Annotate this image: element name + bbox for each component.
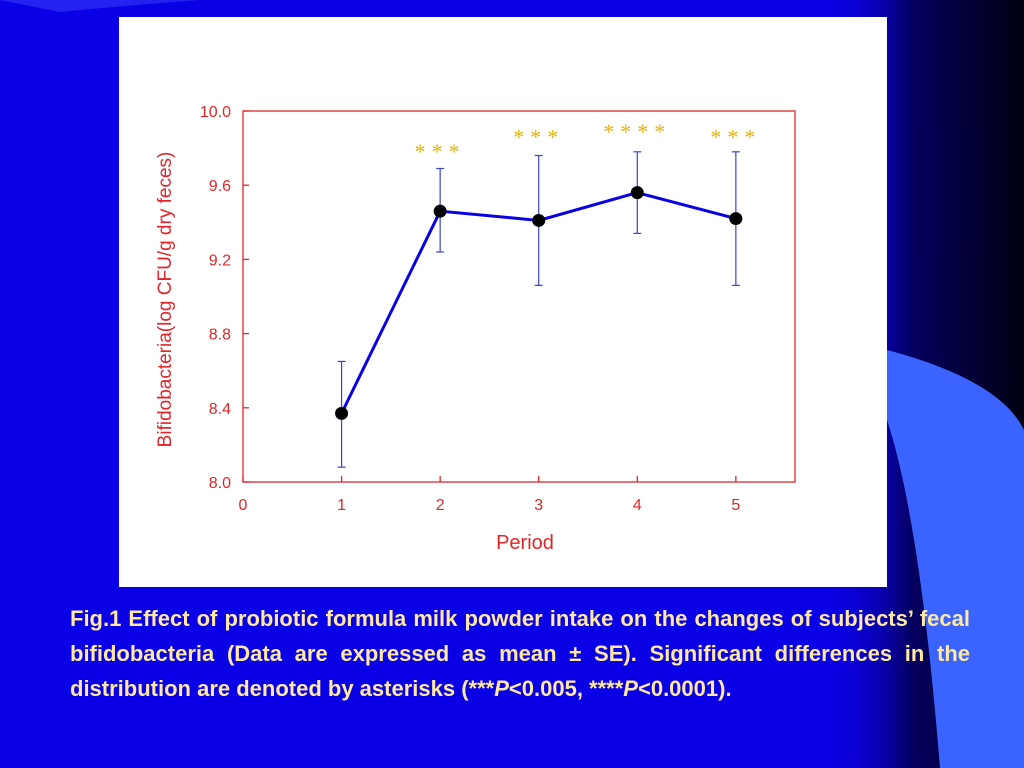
data-point (532, 213, 546, 227)
caption-part2: <0.005, **** (508, 676, 624, 701)
significance-asterisks: **** (603, 119, 671, 144)
chart-card: 8.0 8.4 8.8 9.2 9.6 10.0 0 1 2 3 4 5 Period Bifidobac… (119, 17, 887, 587)
y-tick-label: 8.8 (209, 327, 231, 344)
x-tick-label: 3 (534, 497, 543, 514)
x-tick-label: 2 (436, 497, 445, 514)
caption-p-symbol-1: P (494, 676, 509, 701)
data-point (335, 406, 349, 420)
x-tick-label: 0 (239, 497, 248, 514)
data-point (433, 204, 447, 218)
figure-caption: Fig.1 Effect of probiotic formula milk p… (70, 601, 970, 706)
significance-asterisks: *** (415, 139, 466, 164)
y-tick-label: 8.0 (209, 475, 231, 492)
plot-frame (242, 110, 796, 483)
caption-part1: Fig.1 Effect of probiotic formula milk p… (70, 606, 970, 701)
significance-asterisks: *** (513, 124, 564, 149)
caption-p-symbol-2: P (623, 676, 638, 701)
x-tick-label: 5 (731, 497, 740, 514)
significance-asterisks: *** (710, 124, 761, 149)
x-tick-label: 1 (337, 497, 346, 514)
y-tick-label: 8.4 (209, 401, 231, 418)
y-tick-label: 10.0 (200, 104, 231, 121)
caption-part3: <0.0001). (637, 676, 732, 701)
decorative-swoosh (0, 0, 200, 12)
y-axis-title: Bifidobacteria(log CFU/g dry feces) (155, 152, 176, 448)
x-tick-label: 4 (633, 497, 642, 514)
decorative-blue-shape (887, 350, 1024, 768)
data-point (729, 212, 743, 226)
y-tick-label: 9.6 (209, 178, 231, 195)
data-point (630, 186, 644, 200)
chart-svg: 8.0 8.4 8.8 9.2 9.6 10.0 0 1 2 3 4 5 Period Bifidobac… (155, 104, 796, 554)
x-axis-title: Period (496, 532, 554, 554)
y-tick-label: 9.2 (209, 252, 231, 269)
